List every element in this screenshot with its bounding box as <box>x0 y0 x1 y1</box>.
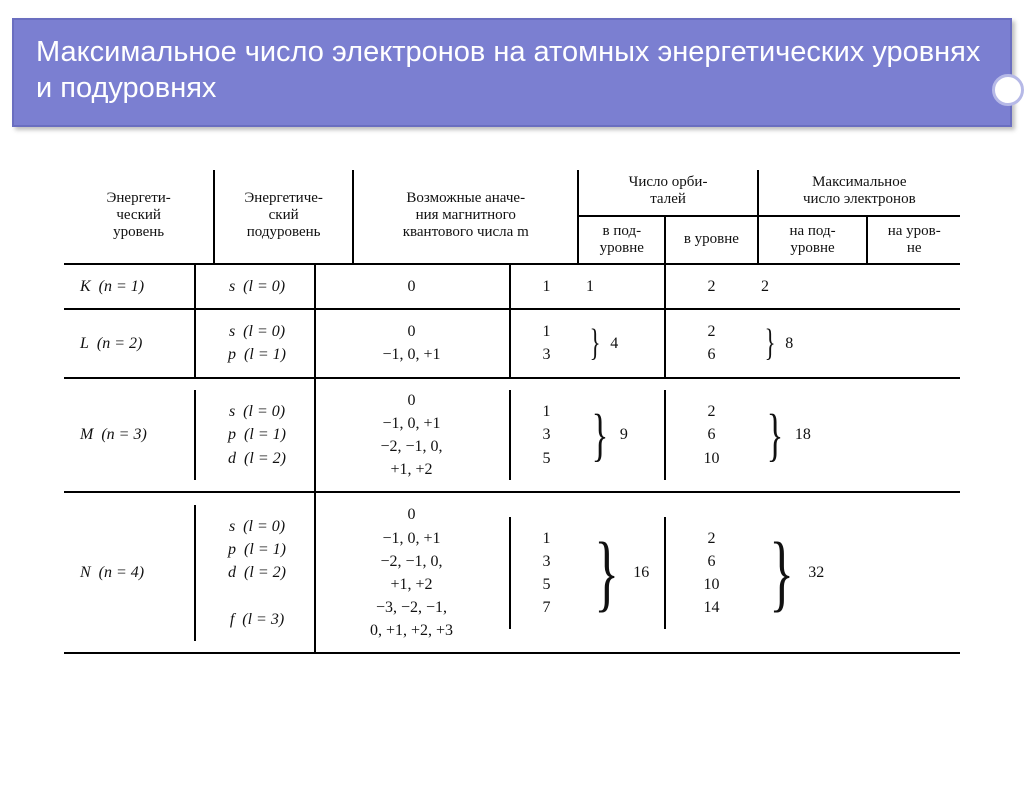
cell-e-sub: 2610 <box>664 390 759 480</box>
table-header: Энергети-ческийуровень Энергетиче-скийпо… <box>64 170 960 265</box>
table-row: L (n = 2)s (l = 0)p (l = 1)0−1, 0, +113}… <box>64 310 960 378</box>
hdr-e-sub: на под-уровне <box>758 216 868 265</box>
cell-orb-sub: 13 <box>509 310 584 376</box>
cell-e-sub: 2 <box>664 265 759 308</box>
cell-level: K (n = 1) <box>64 265 194 308</box>
cell-orb-lvl: }9 <box>584 402 664 468</box>
cell-e-lvl: 2 <box>759 265 839 308</box>
cell-orb-sub: 135 <box>509 390 584 480</box>
cell-orb-sub: 135 7 <box>509 517 584 630</box>
cell-e-lvl: }32 <box>759 528 839 617</box>
slide-title: Максимальное число электронов на атомных… <box>12 18 1012 127</box>
cell-level: M (n = 3) <box>64 413 194 456</box>
hdr-orb-lvl: в уровне <box>665 216 757 265</box>
cell-m: 0−1, 0, +1−2, −1, 0,+1, +2−3, −2, −1,0, … <box>314 493 509 652</box>
cell-e-sub: 26 <box>664 310 759 376</box>
cell-sublevel: s (l = 0)p (l = 1)d (l = 2) f (l = 3) <box>194 505 314 641</box>
cell-e-sub: 2610 14 <box>664 517 759 630</box>
hdr-orb-sub: в под-уровне <box>578 216 665 265</box>
table-row: K (n = 1)s (l = 0)01122 <box>64 265 960 310</box>
hdr-orbitals: Число орби-талей <box>578 170 757 216</box>
hdr-m: Возможные аначе-ния магнитногоквантового… <box>353 170 578 264</box>
cell-m: 0−1, 0, +1−2, −1, 0,+1, +2 <box>314 379 509 492</box>
cell-sublevel: s (l = 0)p (l = 1) <box>194 310 314 376</box>
hdr-e-lvl: на уров-не <box>867 216 960 265</box>
cell-orb-lvl: 1 <box>584 265 664 308</box>
cell-orb-sub: 1 <box>509 265 584 308</box>
table-row: M (n = 3)s (l = 0)p (l = 1)d (l = 2)0−1,… <box>64 379 960 494</box>
hdr-level: Энергети-ческийуровень <box>64 170 214 264</box>
decor-circle <box>992 74 1024 106</box>
cell-sublevel: s (l = 0)p (l = 1)d (l = 2) <box>194 390 314 480</box>
cell-orb-lvl: }16 <box>584 528 664 617</box>
hdr-sublevel: Энергетиче-скийподуровень <box>214 170 353 264</box>
cell-level: N (n = 4) <box>64 551 194 594</box>
cell-m: 0 <box>314 265 509 308</box>
cell-m: 0−1, 0, +1 <box>314 310 509 376</box>
table-row: N (n = 4)s (l = 0)p (l = 1)d (l = 2) f (… <box>64 493 960 654</box>
title-text: Максимальное число электронов на атомных… <box>36 36 980 104</box>
cell-e-lvl: }8 <box>759 318 839 368</box>
cell-orb-lvl: }4 <box>584 318 664 368</box>
data-table: Энергети-ческийуровень Энергетиче-скийпо… <box>64 170 960 654</box>
cell-sublevel: s (l = 0) <box>194 265 314 308</box>
cell-e-lvl: }18 <box>759 402 839 468</box>
table-body: K (n = 1)s (l = 0)01122L (n = 2)s (l = 0… <box>64 265 960 654</box>
cell-level: L (n = 2) <box>64 322 194 365</box>
hdr-electrons: Максимальноечисло электронов <box>758 170 960 216</box>
